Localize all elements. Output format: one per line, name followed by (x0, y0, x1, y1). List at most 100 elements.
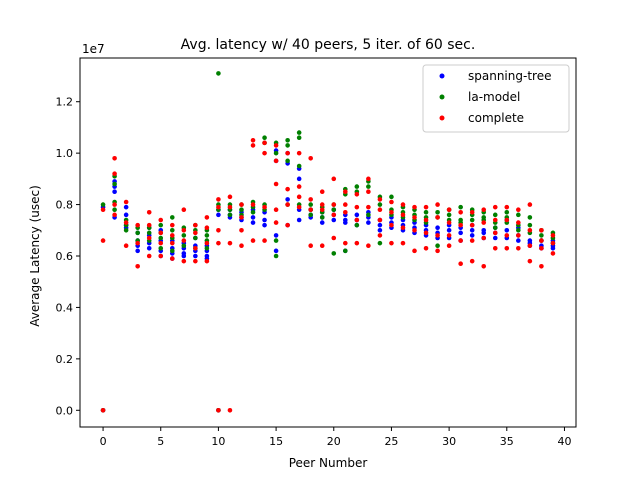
data-point (343, 202, 348, 207)
data-point (435, 209, 440, 215)
data-point (446, 227, 452, 233)
data-point (250, 143, 256, 148)
data-point (539, 238, 544, 243)
data-point (250, 209, 256, 215)
legend-marker (439, 73, 445, 79)
y-tick-label: 0.4 (56, 301, 74, 314)
data-point (366, 176, 371, 182)
data-point (146, 209, 152, 215)
data-point (469, 258, 475, 264)
data-point (389, 194, 394, 200)
data-point (239, 202, 244, 207)
data-point (296, 217, 302, 223)
data-point (123, 204, 129, 210)
legend-label: spanning-tree (468, 69, 551, 83)
data-point (400, 225, 406, 231)
data-point (377, 222, 383, 228)
data-point (158, 230, 164, 236)
data-point (123, 199, 129, 205)
data-point (204, 240, 210, 246)
data-point (377, 207, 383, 213)
data-point (181, 243, 187, 249)
data-point (527, 222, 533, 228)
data-point (331, 251, 337, 256)
data-point (308, 243, 313, 249)
data-point (169, 256, 175, 261)
data-point (181, 207, 187, 213)
data-point (550, 240, 556, 246)
data-point (550, 251, 556, 256)
data-point (146, 253, 152, 259)
data-point (112, 189, 117, 195)
data-point (527, 215, 533, 220)
data-point (423, 230, 429, 236)
data-point (354, 212, 360, 218)
data-point (296, 130, 302, 135)
plot-frame (79, 57, 577, 428)
data-point (112, 207, 117, 213)
data-point (239, 227, 244, 233)
data-point (216, 197, 221, 202)
x-axis-ticks: 0 5 10 15 20 25 30 35 40 (100, 427, 571, 448)
data-point (112, 202, 117, 207)
data-point (181, 253, 187, 259)
data-point (296, 194, 302, 200)
data-point (516, 238, 521, 243)
data-point (273, 253, 279, 259)
data-point (343, 189, 348, 195)
data-point (377, 202, 383, 207)
data-point (331, 202, 337, 207)
data-point (343, 248, 348, 254)
data-point (377, 197, 383, 202)
data-point (285, 158, 290, 164)
data-point (319, 243, 325, 249)
data-point (458, 230, 463, 236)
data-point (458, 209, 463, 215)
data-point (492, 245, 498, 251)
data-point (319, 220, 325, 225)
data-point (527, 258, 533, 264)
data-point (331, 176, 337, 182)
data-point (262, 204, 267, 210)
data-point (469, 227, 475, 233)
data-point (123, 227, 129, 233)
x-tick-label: 30 (442, 435, 456, 448)
data-point (227, 240, 233, 246)
data-point (377, 227, 383, 233)
data-point (366, 184, 371, 189)
data-point (273, 238, 279, 243)
y-tick-label: 0.2 (56, 353, 74, 366)
data-point (193, 230, 198, 236)
data-point (343, 209, 348, 215)
data-point (250, 215, 256, 220)
data-point (273, 207, 279, 213)
data-point (112, 155, 117, 161)
data-point (112, 181, 117, 187)
data-point (146, 245, 152, 251)
data-point (273, 220, 279, 225)
data-point (423, 204, 429, 210)
data-point (516, 245, 521, 251)
y-axis-ticks: 0.0 0.2 0.4 0.6 0.8 1.0 1.2 (56, 96, 80, 417)
data-point (319, 202, 325, 207)
y-tick-label: 1.2 (56, 96, 74, 109)
data-point (539, 245, 544, 251)
data-point (504, 217, 510, 223)
data-point (285, 150, 290, 156)
y-tick-label: 1.0 (56, 147, 74, 160)
data-point (100, 202, 106, 207)
data-point (204, 245, 210, 251)
data-point (389, 222, 394, 228)
data-point (273, 248, 279, 254)
data-point (181, 227, 187, 233)
data-point (469, 233, 475, 238)
series-complete (100, 137, 556, 413)
data-point (285, 197, 290, 202)
data-point (504, 204, 510, 210)
data-point (285, 202, 290, 207)
data-point (262, 222, 267, 228)
data-point (158, 245, 164, 251)
data-point (389, 199, 394, 205)
data-point (539, 233, 544, 238)
